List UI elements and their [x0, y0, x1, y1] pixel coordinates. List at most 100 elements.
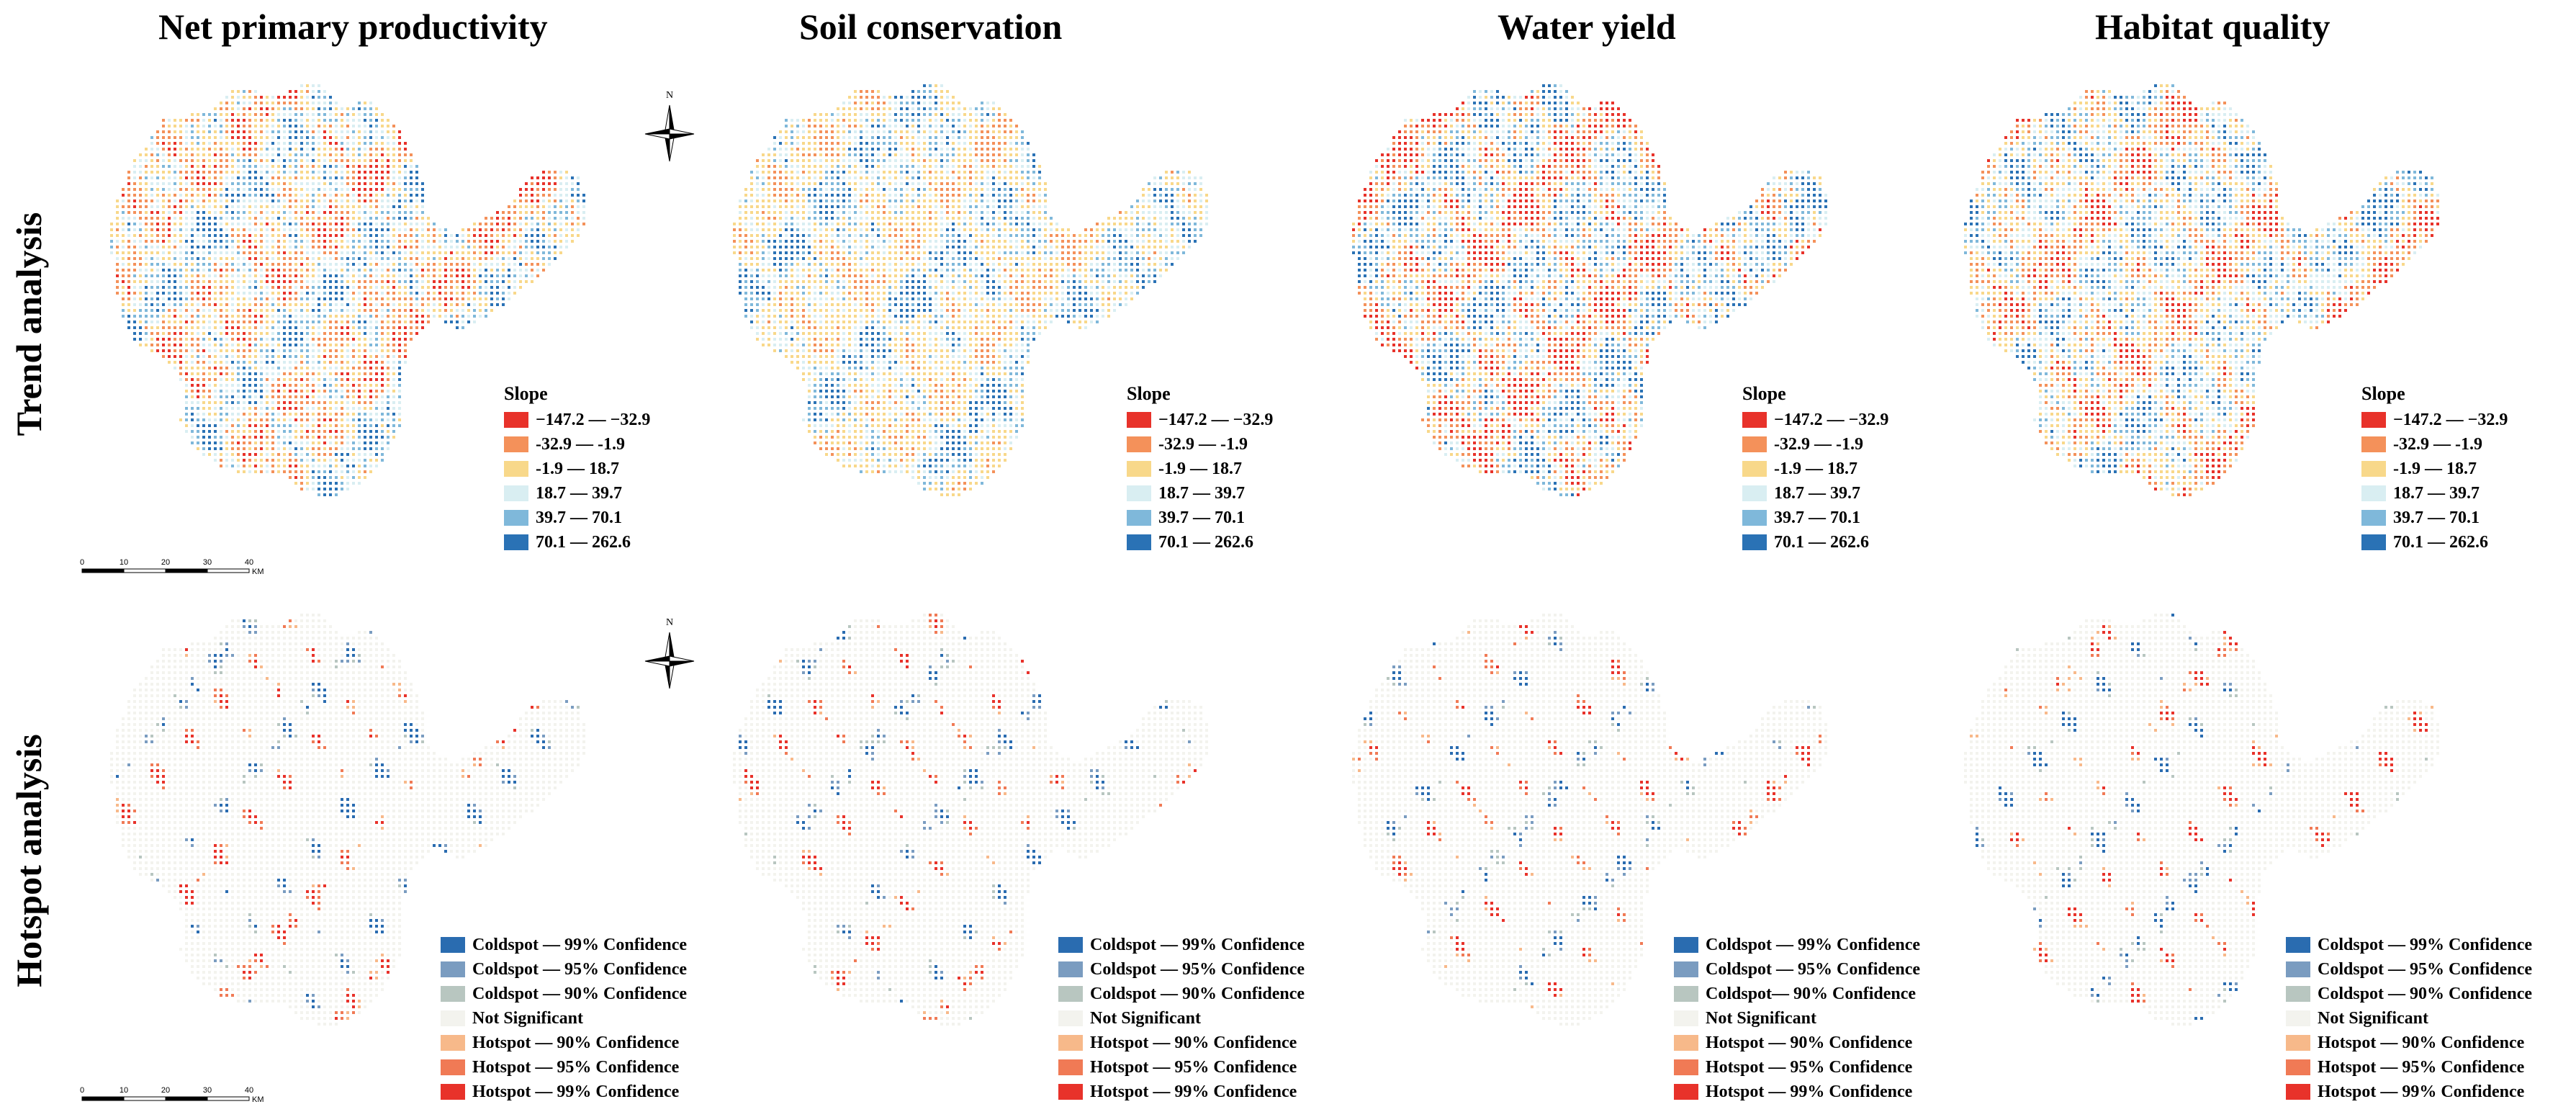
north-arrow-graphic: N [644, 617, 695, 689]
scale-bar-tick-label: 20 [161, 558, 170, 567]
legend-label: Coldspot — 90% Confidence [1090, 982, 1305, 1006]
legend-label: Hotspot — 99% Confidence [1090, 1080, 1297, 1104]
north-arrow-icon: N [641, 612, 698, 695]
legend-label: -1.9 — 18.7 [1774, 457, 1857, 481]
legend-item: Coldspot — 90% Confidence [1058, 982, 1305, 1006]
legend-item: Coldspot — 99% Confidence [1058, 933, 1305, 957]
legend-label: Hotspot — 90% Confidence [2318, 1031, 2524, 1055]
legend-label: -1.9 — 18.7 [2393, 457, 2477, 481]
map-hotspot-npp [76, 591, 623, 1052]
legend-label: Coldspot — 99% Confidence [1090, 933, 1305, 957]
legend-label: Coldspot — 99% Confidence [472, 933, 687, 957]
legend-swatch [1674, 986, 1698, 1002]
legend-label: −147.2 — −32.9 [1774, 408, 1888, 432]
map-hotspot-water [1318, 591, 1865, 1052]
legend-swatch [2286, 961, 2310, 977]
legend-swatch [1058, 1010, 1083, 1026]
legend-item: 18.7 — 39.7 [1742, 481, 1888, 506]
legend-label: 18.7 — 39.7 [2393, 481, 2480, 506]
legend-item: 39.7 — 70.1 [504, 506, 650, 530]
trend-legend-soil: Slope −147.2 — −32.9 -32.9 — -1.9 -1.9 — 18… [1127, 382, 1273, 555]
legend-label: Hotspot — 95% Confidence [1090, 1055, 1297, 1080]
legend-swatch [1058, 1059, 1083, 1075]
map-trend-habitat [1929, 61, 2477, 522]
legend-item: 70.1 — 262.6 [1742, 530, 1888, 555]
legend-label: Not Significant [1090, 1006, 1201, 1031]
legend-label: Coldspot — 95% Confidence [472, 957, 687, 982]
legend-swatch [504, 534, 528, 550]
legend-title: Slope [2361, 382, 2508, 406]
legend-swatch [2286, 1010, 2310, 1026]
scale-bar-tick-label: 0 [80, 558, 84, 567]
legend-swatch [1127, 461, 1151, 477]
legend-item: 70.1 — 262.6 [2361, 530, 2508, 555]
legend-swatch [2361, 534, 2386, 550]
map-raster [733, 84, 1208, 496]
legend-item: 70.1 — 262.6 [504, 530, 650, 555]
legend-label: 39.7 — 70.1 [1158, 506, 1245, 530]
legend-label: 39.7 — 70.1 [1774, 506, 1860, 530]
legend-item: 39.7 — 70.1 [2361, 506, 2508, 530]
scale-bar-segment [207, 1096, 250, 1101]
legend-item: 18.7 — 39.7 [504, 481, 650, 506]
scale-bar-segment [123, 568, 166, 573]
legend-label: 18.7 — 39.7 [536, 481, 622, 506]
legend-label: Coldspot— 90% Confidence [1706, 982, 1916, 1006]
legend-item: Coldspot — 95% Confidence [1674, 957, 1920, 982]
scale-bar-unit: KM [252, 1095, 264, 1103]
column-title-habitat: Habitat quality [2095, 6, 2330, 48]
map-raster [1352, 614, 1827, 1026]
legend-item: Hotspot — 95% Confidence [1058, 1055, 1305, 1080]
legend-label: Hotspot — 99% Confidence [1706, 1080, 1912, 1104]
legend-label: −147.2 — −32.9 [2393, 408, 2508, 432]
legend-swatch [1742, 436, 1767, 452]
legend-label: Not Significant [2318, 1006, 2428, 1031]
legend-item: 70.1 — 262.6 [1127, 530, 1273, 555]
legend-item: Coldspot — 90% Confidence [2286, 982, 2532, 1006]
legend-title: Slope [504, 382, 650, 406]
legend-swatch [504, 485, 528, 501]
legend-label: Coldspot — 95% Confidence [1706, 957, 1920, 982]
legend-label: -32.9 — -1.9 [1774, 432, 1863, 457]
legend-swatch [1058, 986, 1083, 1002]
trend-legend-npp: Slope −147.2 — −32.9 -32.9 — -1.9 -1.9 — 18… [504, 382, 650, 555]
legend-swatch [504, 436, 528, 452]
legend-swatch [1742, 461, 1767, 477]
legend-label: Coldspot — 95% Confidence [1090, 957, 1305, 982]
map-trend-soil [698, 61, 1246, 522]
legend-item: 39.7 — 70.1 [1742, 506, 1888, 530]
legend-swatch [2361, 412, 2386, 428]
legend-swatch [1674, 961, 1698, 977]
legend-swatch [441, 1035, 465, 1051]
legend-item: −147.2 — −32.9 [1127, 408, 1273, 432]
legend-label: 70.1 — 262.6 [1774, 530, 1869, 555]
legend-item: Hotspot — 99% Confidence [1674, 1080, 1920, 1104]
legend-swatch [1127, 412, 1151, 428]
legend-label: 70.1 — 262.6 [536, 530, 631, 555]
legend-swatch [1742, 510, 1767, 526]
legend-swatch [1058, 937, 1083, 953]
scale-bar-top: 0 10 20 30 40 KM [79, 556, 266, 577]
scale-bar-tick-label: 30 [203, 558, 212, 567]
legend-item: Hotspot — 90% Confidence [1674, 1031, 1920, 1055]
legend-item: Not Significant [2286, 1006, 2532, 1031]
legend-label: -32.9 — -1.9 [536, 432, 625, 457]
north-arrow-icon: N [641, 85, 698, 168]
legend-item: -32.9 — -1.9 [1127, 432, 1273, 457]
legend-swatch [2286, 1035, 2310, 1051]
legend-item: Coldspot — 99% Confidence [441, 933, 687, 957]
scale-bar-segment [165, 568, 208, 573]
legend-label: −147.2 — −32.9 [1158, 408, 1273, 432]
scale-bar-segment [81, 568, 125, 573]
legend-swatch [1058, 961, 1083, 977]
trend-legend-water: Slope −147.2 — −32.9 -32.9 — -1.9 -1.9 — 18… [1742, 382, 1888, 555]
legend-label: Coldspot — 99% Confidence [2318, 933, 2532, 957]
legend-label: Hotspot — 99% Confidence [2318, 1080, 2524, 1104]
legend-item: Coldspot — 99% Confidence [2286, 933, 2532, 957]
scale-bar-tick-label: 40 [245, 558, 253, 567]
legend-item: Coldspot — 99% Confidence [1674, 933, 1920, 957]
legend-swatch [1742, 485, 1767, 501]
legend-label: Hotspot — 90% Confidence [1706, 1031, 1912, 1055]
legend-swatch [1674, 1084, 1698, 1100]
legend-label: Hotspot — 95% Confidence [2318, 1055, 2524, 1080]
